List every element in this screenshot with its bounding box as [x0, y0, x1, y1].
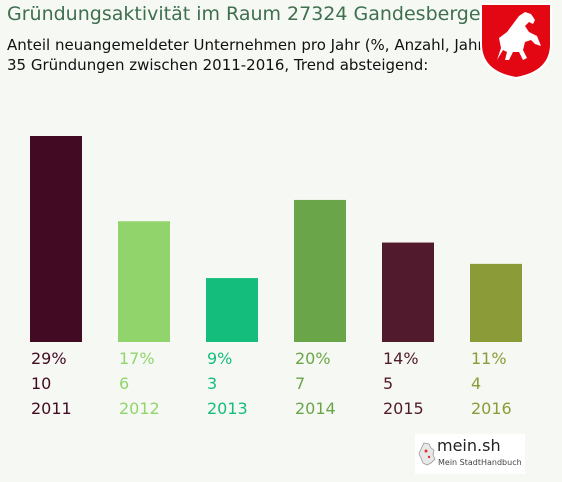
value-label-2013: 9% — [207, 349, 232, 368]
bar-2011 — [30, 136, 82, 342]
chart-subtitle: Anteil neuangemeldeter Unternehmen pro J… — [7, 35, 490, 75]
value-label-2016: 11% — [471, 349, 507, 368]
year-label-2012: 2012 — [119, 399, 160, 418]
count-label-2014: 7 — [295, 374, 305, 393]
count-label-2016: 4 — [471, 374, 481, 393]
count-label-2013: 3 — [207, 374, 217, 393]
chart-title: Gründungsaktivität im Raum 27324 Gandesb… — [7, 3, 493, 25]
year-label-2016: 2016 — [471, 399, 512, 418]
bar-2016 — [470, 263, 522, 342]
bar-2013 — [206, 278, 258, 342]
mein-sh-logo: mein.sh Mein StadtHandbuch — [415, 434, 525, 474]
bar-2015 — [382, 242, 434, 342]
count-label-2015: 5 — [383, 374, 393, 393]
horse-crest-icon — [479, 2, 553, 80]
footer-tagline: Mein StadtHandbuch — [438, 458, 522, 467]
value-label-2011: 29% — [31, 349, 67, 368]
year-label-2015: 2015 — [383, 399, 424, 418]
year-label-2014: 2014 — [295, 399, 336, 418]
value-label-2015: 14% — [383, 349, 419, 368]
year-label-2013: 2013 — [207, 399, 248, 418]
bar-2014 — [294, 199, 346, 342]
value-label-2014: 20% — [295, 349, 331, 368]
footer-brand: mein.sh — [437, 436, 501, 455]
subtitle-line-2: 35 Gründungen zwischen 2011-2016, Trend … — [7, 56, 429, 74]
germany-map-icon — [418, 442, 436, 466]
bar-2012 — [118, 221, 170, 342]
subtitle-line-1: Anteil neuangemeldeter Unternehmen pro J… — [7, 36, 490, 54]
year-label-2011: 2011 — [31, 399, 72, 418]
value-label-2012: 17% — [119, 349, 155, 368]
count-label-2012: 6 — [119, 374, 129, 393]
count-label-2011: 10 — [31, 374, 51, 393]
